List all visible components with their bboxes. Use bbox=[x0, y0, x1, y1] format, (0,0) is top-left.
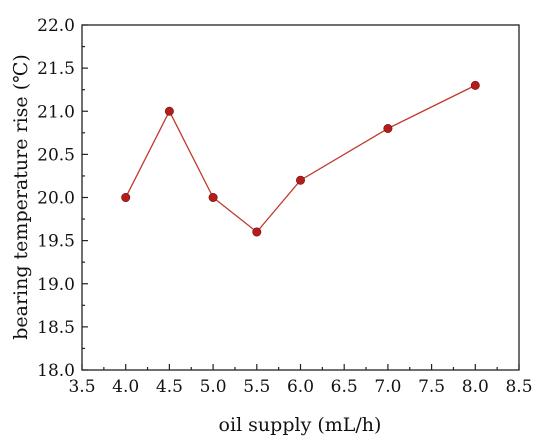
x-tick-labels: 3.5 4.0 4.5 5.0 5.5 6.0 6.5 7.0 7.5 8.0 8.5 bbox=[68, 377, 532, 397]
y-tick-label: 18.5 bbox=[37, 318, 75, 338]
x-tick-label: 8.5 bbox=[505, 377, 532, 397]
x-tick-label: 5.0 bbox=[200, 377, 227, 397]
x-tick-label: 6.5 bbox=[331, 377, 358, 397]
y-tick-label: 21.0 bbox=[37, 102, 75, 122]
y-tick-labels: 18.0 18.5 19.0 19.5 20.0 20.5 21.0 21.5 22.0 bbox=[37, 16, 75, 381]
y-tick-label: 20.5 bbox=[37, 145, 75, 165]
data-point bbox=[383, 124, 393, 134]
x-tick-label: 3.5 bbox=[68, 377, 95, 397]
data-point bbox=[252, 227, 262, 237]
x-axis-title: oil supply (mL/h) bbox=[219, 414, 382, 436]
plot-frame bbox=[81, 24, 520, 371]
y-tick-label: 19.5 bbox=[37, 232, 75, 252]
y-tick-label: 21.5 bbox=[37, 59, 75, 79]
series-line bbox=[125, 84, 476, 233]
series-group bbox=[121, 80, 480, 237]
data-point bbox=[121, 193, 131, 203]
y-axis-title: bearing temperature rise (℃) bbox=[10, 54, 32, 340]
axis-ticks bbox=[81, 24, 520, 371]
data-point bbox=[164, 106, 174, 116]
y-tick-label: 18.0 bbox=[37, 361, 75, 381]
x-tick-label: 4.5 bbox=[156, 377, 183, 397]
data-point bbox=[470, 80, 480, 90]
x-tick-label: 7.5 bbox=[418, 377, 445, 397]
data-point bbox=[295, 175, 305, 185]
y-tick-label: 19.0 bbox=[37, 275, 75, 295]
y-tick-label: 22.0 bbox=[37, 16, 75, 36]
x-tick-label: 6.0 bbox=[287, 377, 314, 397]
x-tick-label: 8.0 bbox=[462, 377, 489, 397]
x-tick-label: 4.0 bbox=[112, 377, 139, 397]
y-tick-label: 20.0 bbox=[37, 189, 75, 209]
x-tick-label: 5.5 bbox=[243, 377, 270, 397]
data-point bbox=[208, 193, 218, 203]
x-tick-label: 7.0 bbox=[374, 377, 401, 397]
